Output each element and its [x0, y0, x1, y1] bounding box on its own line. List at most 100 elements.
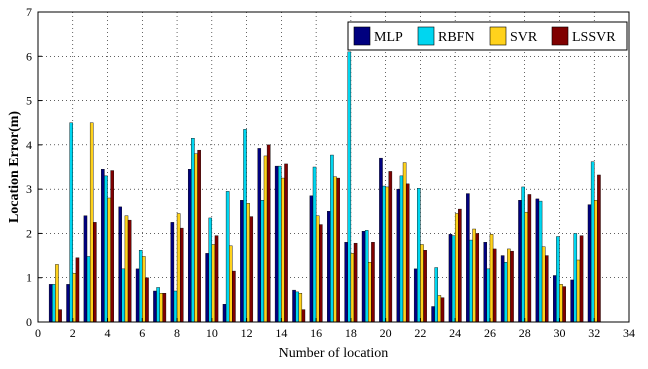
legend-label-svr: SVR	[510, 30, 538, 45]
bar-mlp	[187, 169, 192, 323]
y-tick-label: 4	[26, 138, 32, 152]
bar-svr	[507, 248, 511, 323]
bar-lssvr	[162, 293, 167, 323]
y-tick-label: 7	[26, 5, 32, 19]
bar-mlp	[587, 204, 592, 323]
bar-rbfn	[486, 268, 491, 323]
bar-svr	[437, 295, 442, 323]
bar-rbfn	[451, 235, 456, 323]
x-tick-label: 18	[345, 326, 357, 340]
bar-svr	[263, 155, 268, 323]
bar-lssvr	[405, 183, 410, 323]
bar-svr	[281, 177, 285, 323]
bar-lssvr	[492, 248, 497, 323]
bar-mlp	[118, 206, 122, 323]
bar-mlp	[518, 200, 522, 323]
bar-lssvr	[284, 163, 288, 323]
bar-rbfn	[434, 267, 438, 323]
y-tick-label: 3	[26, 182, 32, 196]
bar-lssvr	[179, 227, 184, 323]
x-tick-label: 16	[310, 326, 322, 340]
bar-rbfn	[173, 290, 178, 323]
bar-svr	[350, 253, 355, 323]
bar-svr	[594, 200, 598, 323]
bar-svr	[55, 264, 59, 323]
bar-rbfn	[364, 230, 369, 323]
bar-lssvr	[249, 216, 254, 323]
bar-svr	[159, 293, 164, 323]
bar-mlp	[205, 253, 209, 323]
bar-lssvr	[93, 222, 97, 323]
bar-svr	[420, 244, 424, 323]
bar-svr	[246, 203, 250, 323]
bar-lssvr	[301, 309, 306, 323]
y-tick-label: 6	[26, 49, 32, 63]
bar-svr	[107, 197, 111, 323]
bar-svr	[385, 186, 389, 323]
bar-lssvr	[110, 170, 114, 323]
x-tick-label: 10	[206, 326, 218, 340]
bar-lssvr	[197, 149, 201, 323]
bar-mlp	[292, 289, 296, 323]
bar-rbfn	[399, 175, 404, 323]
legend-swatch-rbfn	[417, 26, 435, 46]
bar-lssvr	[579, 235, 584, 323]
bar-rbfn	[538, 200, 543, 323]
bar-mlp	[274, 165, 279, 323]
bar-svr	[333, 176, 337, 323]
bar-svr	[402, 162, 407, 323]
bar-rbfn	[590, 161, 595, 323]
bar-rbfn	[417, 188, 421, 323]
bar-lssvr	[58, 309, 62, 323]
plot-frame	[37, 11, 630, 323]
bar-mlp	[66, 284, 70, 323]
legend-box	[347, 21, 628, 51]
bar-svr	[89, 122, 94, 323]
bar-rbfn	[86, 256, 91, 323]
bar-lssvr	[336, 177, 340, 323]
x-tick-label: 0	[35, 326, 41, 340]
bar-mlp	[222, 304, 227, 323]
bar-lssvr	[597, 174, 601, 323]
y-tick-label: 2	[26, 226, 32, 240]
bar-svr	[559, 284, 563, 323]
x-tick-label: 2	[70, 326, 76, 340]
bar-lssvr	[319, 224, 323, 323]
y-tick-label: 1	[26, 271, 32, 285]
bar-lssvr	[458, 208, 462, 323]
bar-lssvr	[475, 233, 480, 323]
bar-rbfn	[382, 185, 386, 323]
bar-rbfn	[295, 291, 299, 323]
bar-rbfn	[121, 268, 126, 323]
bar-mlp	[344, 242, 348, 323]
bar-svr	[229, 245, 233, 323]
bar-svr	[454, 213, 459, 323]
bar-mlp	[483, 242, 488, 323]
bar-svr	[176, 213, 181, 323]
bar-lssvr	[423, 250, 427, 323]
bar-mlp	[535, 198, 540, 323]
bar-series	[48, 51, 601, 323]
bar-rbfn	[104, 175, 108, 323]
bar-svr	[368, 262, 372, 323]
bar-rbfn	[260, 200, 265, 323]
bar-mlp	[431, 306, 435, 323]
bar-svr	[142, 256, 146, 323]
x-tick-label: 14	[275, 326, 287, 340]
legend-label-rbfn: RBFN	[438, 30, 475, 45]
bar-mlp	[170, 222, 175, 323]
legend-swatch-svr	[489, 26, 507, 46]
bar-mlp	[327, 211, 331, 323]
bar-lssvr	[562, 286, 566, 323]
bar-rbfn	[521, 186, 525, 323]
x-tick-label: 26	[484, 326, 496, 340]
bar-mlp	[466, 193, 470, 323]
y-axis-label: Location Error(m)	[7, 111, 22, 223]
bar-svr	[124, 215, 129, 323]
y-tick-label: 5	[26, 94, 32, 108]
bar-lssvr	[545, 255, 549, 323]
bar-rbfn	[69, 122, 73, 323]
x-tick-label: 4	[105, 326, 111, 340]
bar-rbfn	[573, 233, 578, 323]
